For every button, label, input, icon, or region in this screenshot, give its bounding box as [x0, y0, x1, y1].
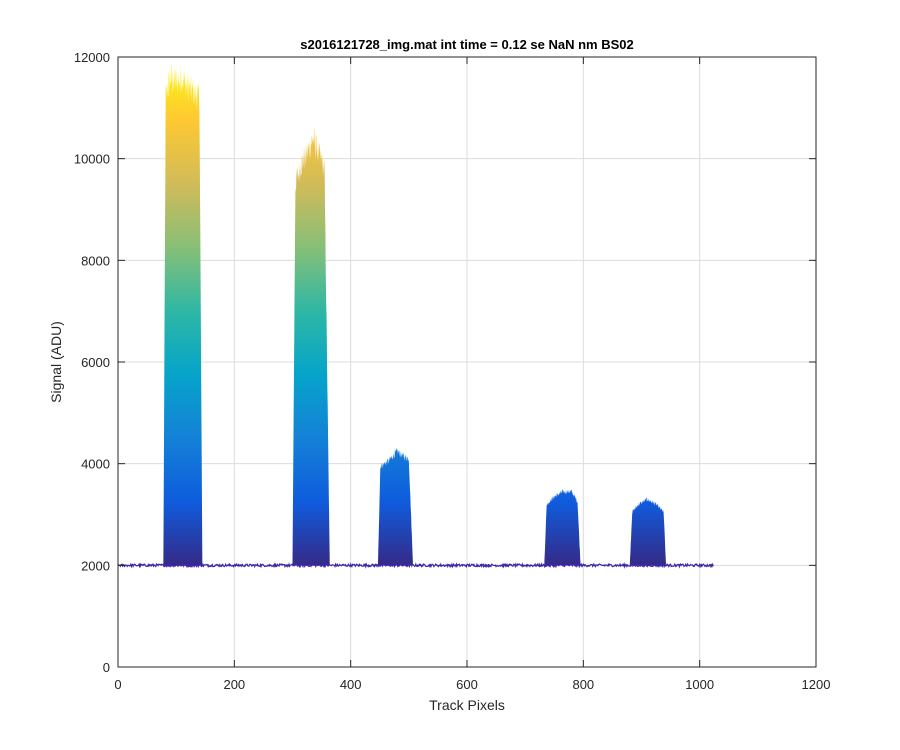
ticks: 0 200 400 600 800 1000 12000200040006000800010…	[74, 50, 831, 692]
peak-2	[292, 128, 330, 566]
x-tick-label: 200	[223, 677, 245, 692]
x-axis-label: Track Pixels	[429, 697, 505, 713]
y-axis-label: Signal (ADU)	[48, 321, 64, 403]
x-tick-label: 800	[572, 677, 594, 692]
x-tick-label: 1000	[685, 677, 714, 692]
peak-3	[378, 447, 413, 566]
baseline-trace	[117, 561, 714, 569]
y-tick-label: 6000	[81, 355, 110, 370]
chart-title: s2016121728_img.mat int time = 0.12 se N…	[300, 37, 634, 52]
y-tick-label: 2000	[81, 558, 110, 573]
x-tick-label: 400	[340, 677, 362, 692]
series-group	[117, 63, 714, 569]
x-tick-label: 1200	[802, 677, 831, 692]
y-tick-label: 4000	[81, 457, 110, 472]
y-tick-label: 0	[103, 660, 110, 675]
y-tick-label: 10000	[74, 152, 110, 167]
y-tick-label: 12000	[74, 50, 110, 65]
y-tick-label: 8000	[81, 253, 110, 268]
peak-1	[163, 63, 203, 566]
x-tick-label: 600	[456, 677, 478, 692]
x-tick-label: 0	[114, 677, 121, 692]
peak-4	[544, 489, 581, 566]
peak-5	[629, 497, 666, 566]
